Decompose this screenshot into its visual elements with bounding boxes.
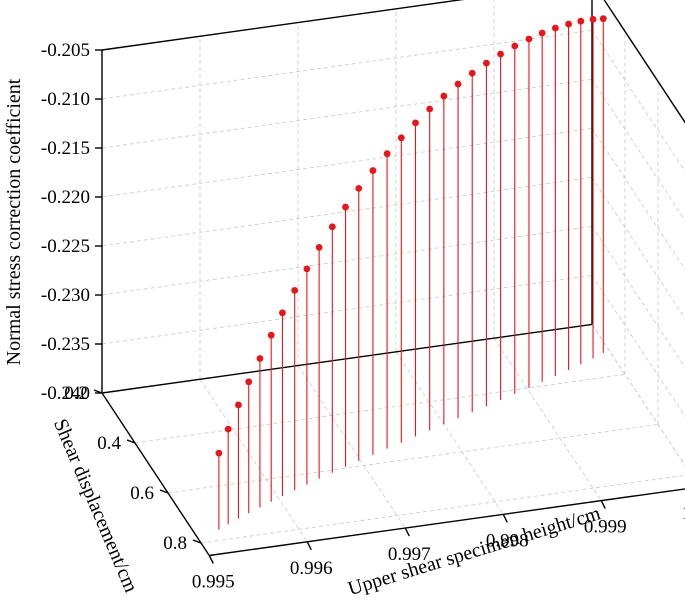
data-point [511,42,519,50]
x-tick [306,541,312,551]
y-tick-label: 0.4 [97,433,121,454]
grid-line [591,226,685,369]
z-tick-label: -0.240 [41,383,90,404]
data-point [303,265,311,273]
axis-ticks: -0.205 -0.210 -0.215 -0.220 -0.225 -0.230 -0.2… [41,40,685,593]
z-tick-label: -0.235 [41,334,90,355]
data-point [525,35,533,43]
data-point [291,286,299,294]
series-stems [218,18,604,530]
data-point [267,331,275,339]
x-tick [208,555,214,564]
grid-line [591,79,685,222]
grid-line [167,424,659,494]
y-tick-label: 0.2 [64,383,88,404]
grid-line [591,324,685,467]
grid-line [101,128,593,198]
data-point [483,59,490,67]
grid-line [493,337,602,501]
z-tick-label: -0.225 [41,236,90,257]
data-point [355,184,363,192]
grid-line [101,0,463,51]
data-point [383,150,391,158]
data-point [565,20,572,28]
grid-line [101,226,593,296]
side-top-edge [603,0,685,124]
data-point [235,401,242,409]
z-tick-label: -0.230 [41,285,90,306]
x-axis-title: Upper shear specimen height/cm [345,502,603,600]
grid-line [603,0,685,124]
data-point [215,449,223,457]
x-tick [600,500,606,509]
data-point [426,105,434,113]
y-tick [159,489,169,494]
data-point [256,355,264,362]
z-tick-label: -0.220 [41,187,90,208]
data-point [397,134,405,142]
x-tick [502,514,508,523]
grid-line [101,79,593,149]
z-tick-label: -0.205 [41,40,90,61]
data-point [497,50,504,58]
grid-line [591,324,685,467]
x-tick-label: 1.000 [682,503,685,524]
grid-line [591,30,685,173]
axes-frame [101,0,685,557]
data-point [577,17,585,25]
grid-line [591,128,685,271]
data-point [245,378,253,386]
grid-line [101,275,593,345]
y-tick-label: 0.6 [130,483,154,504]
grid-line [591,177,685,320]
data-point [440,92,448,100]
data-point [328,223,336,231]
x-tick-label: 0.997 [388,544,431,565]
x-tick-label: 0.998 [486,530,529,551]
data-point [279,309,286,317]
data-point [224,425,232,433]
grid-lines [101,0,685,556]
x-tick [404,527,410,537]
grid-line [101,30,593,100]
x-tick-label: 0.996 [290,558,333,579]
back-floor-edge [101,323,593,394]
grid-line [200,474,685,544]
y-tick [192,539,202,544]
grid-line [591,275,685,418]
y-axis-title: Shear displacement/cm [49,416,142,596]
data-point [342,203,349,211]
data-point [551,24,559,32]
y-tick-label: 0.8 [163,533,187,554]
data-point [315,243,323,251]
data-point [369,167,377,174]
data-point [468,69,476,77]
x-tick-label: 0.999 [584,517,627,538]
data-point [412,119,419,127]
y-tick [126,439,136,444]
z-tick-label: -0.210 [41,89,90,110]
z-tick-label: -0.215 [41,138,90,159]
back-top-edge [101,0,465,51]
data-point [599,15,607,23]
grid-line [395,351,504,515]
series-points [215,15,607,457]
data-point [589,15,597,23]
x-tick-label: 0.995 [192,572,235,593]
y-tick [93,389,103,394]
data-point [538,29,546,37]
x-axis-line [209,488,685,557]
grid-line [134,374,626,444]
y-axis-line [101,392,210,556]
grid-line [199,379,308,543]
data-point [454,80,462,88]
z-axis-title: Normal stress correction coefficient [3,78,25,365]
grid-line [101,177,593,247]
grid-line [297,365,406,529]
